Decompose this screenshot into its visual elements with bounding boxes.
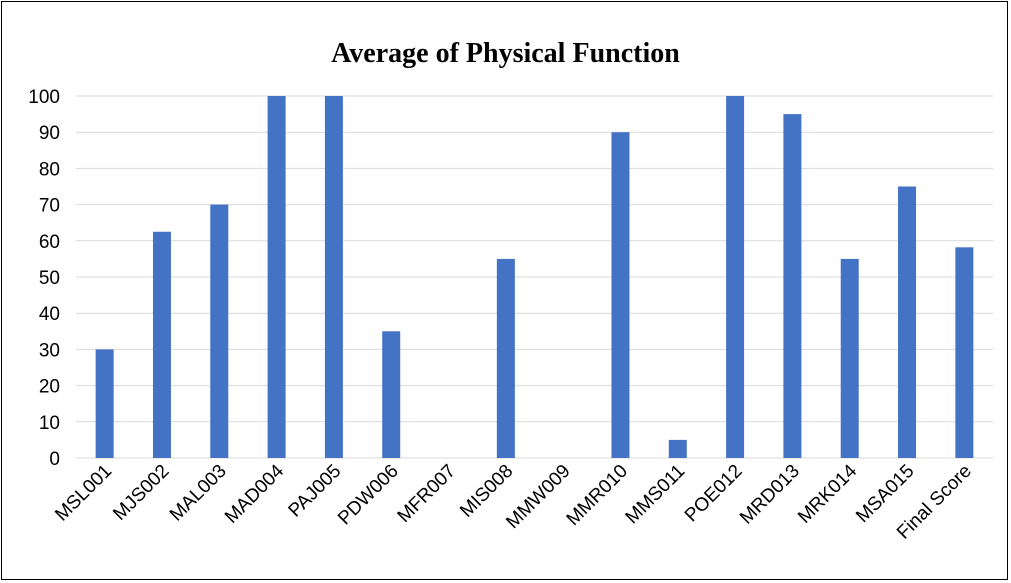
- y-tick-label: 60: [39, 232, 60, 253]
- bar-mjs002: [152, 231, 171, 458]
- y-tick-label: 80: [39, 159, 60, 180]
- x-tick-label: PDW006: [334, 461, 403, 530]
- bars: [95, 96, 974, 458]
- x-tick-label: MSL001: [51, 461, 116, 526]
- bar-mad004: [267, 96, 286, 458]
- gridlines: [76, 95, 993, 459]
- y-tick-label: 50: [39, 268, 60, 289]
- x-tick-label: MAD004: [221, 460, 288, 527]
- x-tick-label: MMR010: [563, 461, 632, 530]
- bar-final-score: [955, 247, 974, 458]
- y-tick-label: 40: [39, 304, 60, 325]
- x-tick-label: MMS011: [622, 461, 690, 529]
- bar-pdw006: [382, 331, 401, 458]
- chart-title: Average of Physical Function: [331, 38, 680, 69]
- bar-mmr010: [611, 132, 630, 458]
- x-tick-label: MRK014: [794, 460, 861, 527]
- y-tick-label: 0: [49, 449, 60, 470]
- x-tick-label: MFR007: [394, 461, 460, 527]
- y-tick-label: 70: [39, 196, 60, 217]
- y-tick-label: 90: [39, 123, 60, 144]
- bar-mrd013: [783, 114, 802, 458]
- bar-poe012: [726, 96, 745, 458]
- bar-paj005: [324, 96, 343, 458]
- y-tick-label: 10: [39, 413, 60, 434]
- y-tick-label: 30: [39, 340, 60, 361]
- bar-msl001: [95, 349, 114, 458]
- x-tick-labels: MSL001MJS002MAL003MAD004PAJ005PDW006MFR0…: [51, 460, 976, 543]
- x-tick-label: POE012: [681, 461, 747, 527]
- y-tick-labels: 0 10 20 30 40 50 60 70 80 90 100: [28, 87, 60, 470]
- bar-mis008: [496, 258, 515, 458]
- x-tick-label: MRD013: [736, 461, 804, 529]
- bar-mal003: [210, 204, 229, 458]
- bar-mms011: [668, 439, 687, 458]
- x-tick-label: MJS002: [109, 461, 173, 525]
- y-tick-label: 20: [39, 377, 60, 398]
- x-tick-label: MAL003: [166, 461, 231, 526]
- bar-mrk014: [840, 258, 859, 458]
- bar-msa015: [898, 186, 917, 458]
- y-tick-label: 100: [28, 87, 60, 108]
